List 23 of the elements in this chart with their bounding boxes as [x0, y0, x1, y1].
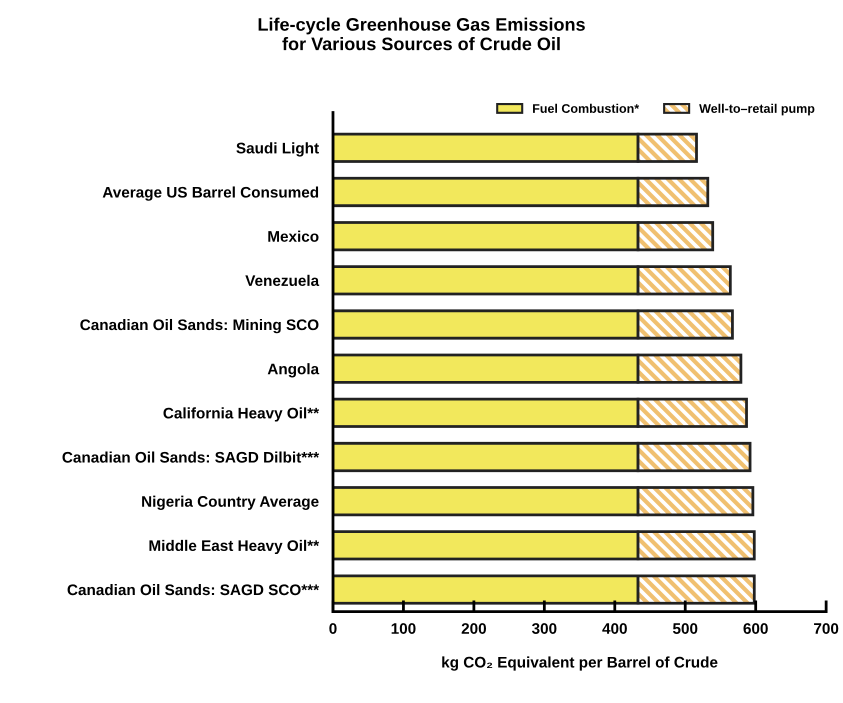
legend-label: Well-to–retail pump — [699, 104, 814, 116]
x-tick-label: 200 — [462, 623, 486, 634]
y-tick-label: Angola — [268, 363, 320, 378]
y-tick-label: Canadian Oil Sands: SAGD Dilbit*** — [62, 451, 320, 463]
x-tick-label: 100 — [392, 623, 416, 634]
x-tick-label: 300 — [532, 623, 556, 634]
x-tick-label: 700 — [814, 623, 838, 634]
x-tick-label: 500 — [672, 623, 698, 634]
x-tick-label: 0 — [329, 623, 337, 634]
x-tick-label: 600 — [744, 623, 768, 634]
chart-title: Life-cycle Greenhouse Gas Emissions for Various Sources of Crude Oil — [258, 18, 585, 50]
y-tick-label: Canadian Oil Sands: SAGD SCO*** — [68, 584, 320, 596]
y-tick-label: Nigeria Country Average — [142, 496, 319, 510]
y-tick-label: Venezuela — [245, 274, 320, 286]
legend-label: Fuel Combustion* — [533, 104, 640, 113]
y-tick-label: Mexico — [268, 230, 319, 242]
y-tick-label: California Heavy Oil** — [164, 407, 320, 422]
y-tick-label: Average US Barrel Consumed — [102, 186, 318, 201]
y-tick-label: Saudi Light — [236, 142, 319, 157]
y-tick-label: Canadian Oil Sands: Mining SCO — [80, 318, 318, 334]
x-axis-title: kg CO₂ Equivalent per Barrel of Crude — [442, 656, 718, 671]
x-tick-label: 400 — [602, 623, 627, 634]
y-tick-label: Middle East Heavy Oil** — [149, 540, 320, 554]
